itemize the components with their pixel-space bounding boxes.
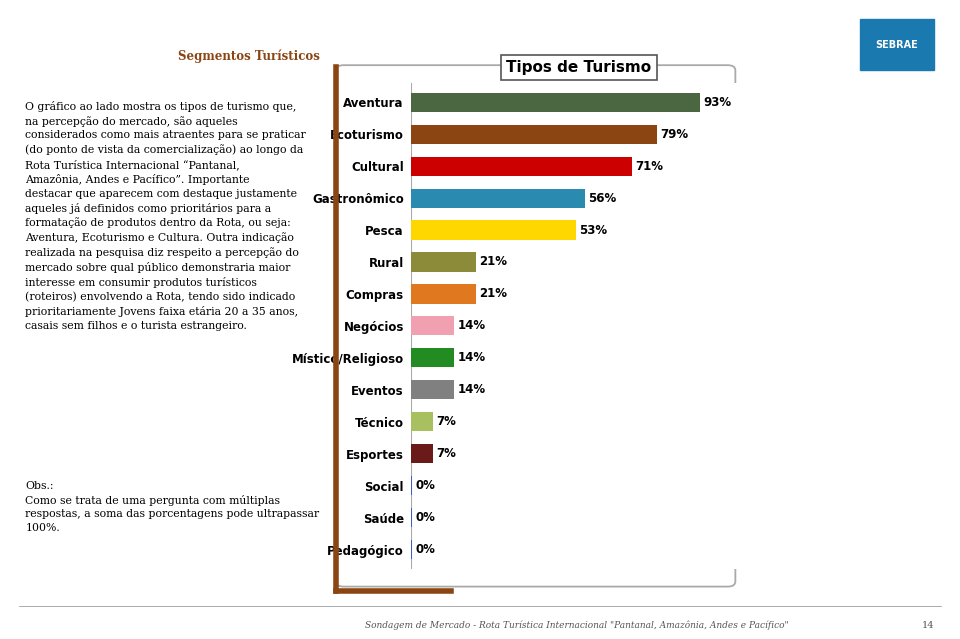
Bar — [411, 316, 454, 335]
Text: 79%: 79% — [660, 128, 688, 141]
Text: Sondagem de Mercado - Rota Turística Internacional "Pantanal, Amazônia, Andes e : Sondagem de Mercado - Rota Turística Int… — [365, 621, 788, 630]
Bar — [411, 380, 454, 399]
Bar — [411, 412, 433, 431]
Text: 56%: 56% — [588, 192, 616, 204]
Text: 93%: 93% — [704, 96, 732, 109]
Bar — [411, 540, 413, 559]
Text: 71%: 71% — [635, 160, 662, 173]
Bar — [411, 444, 433, 463]
Text: 7%: 7% — [436, 447, 456, 460]
Text: Segmentos Turísticos: Segmentos Turísticos — [179, 49, 321, 63]
Bar — [411, 508, 413, 527]
Text: 14: 14 — [922, 621, 934, 630]
Text: 14%: 14% — [458, 383, 486, 396]
Text: 53%: 53% — [579, 224, 607, 236]
Text: SEBRAE: SEBRAE — [876, 40, 918, 50]
Bar — [411, 220, 576, 240]
Bar — [411, 189, 585, 208]
Bar — [411, 476, 413, 495]
Bar — [411, 93, 700, 112]
Title: Tipos de Turismo: Tipos de Turismo — [506, 60, 652, 75]
Text: 7%: 7% — [436, 415, 456, 428]
Text: 0%: 0% — [416, 479, 436, 492]
Text: 21%: 21% — [479, 288, 507, 300]
Text: Obs.:
Como se trata de uma pergunta com múltiplas
respostas, a soma das porcenta: Obs.: Como se trata de uma pergunta com … — [25, 481, 320, 533]
Text: 14%: 14% — [458, 320, 486, 332]
Bar — [411, 125, 657, 144]
Bar — [411, 284, 476, 304]
Text: 14%: 14% — [458, 351, 486, 364]
Bar — [411, 157, 632, 176]
Bar — [411, 348, 454, 367]
Text: 0%: 0% — [416, 511, 436, 524]
Text: 21%: 21% — [479, 256, 507, 268]
Text: O gráfico ao lado mostra os tipos de turismo que,
na percepção do mercado, são a: O gráfico ao lado mostra os tipos de tur… — [25, 101, 306, 331]
Text: 0%: 0% — [416, 543, 436, 556]
Bar — [860, 19, 934, 70]
Bar — [411, 252, 476, 272]
